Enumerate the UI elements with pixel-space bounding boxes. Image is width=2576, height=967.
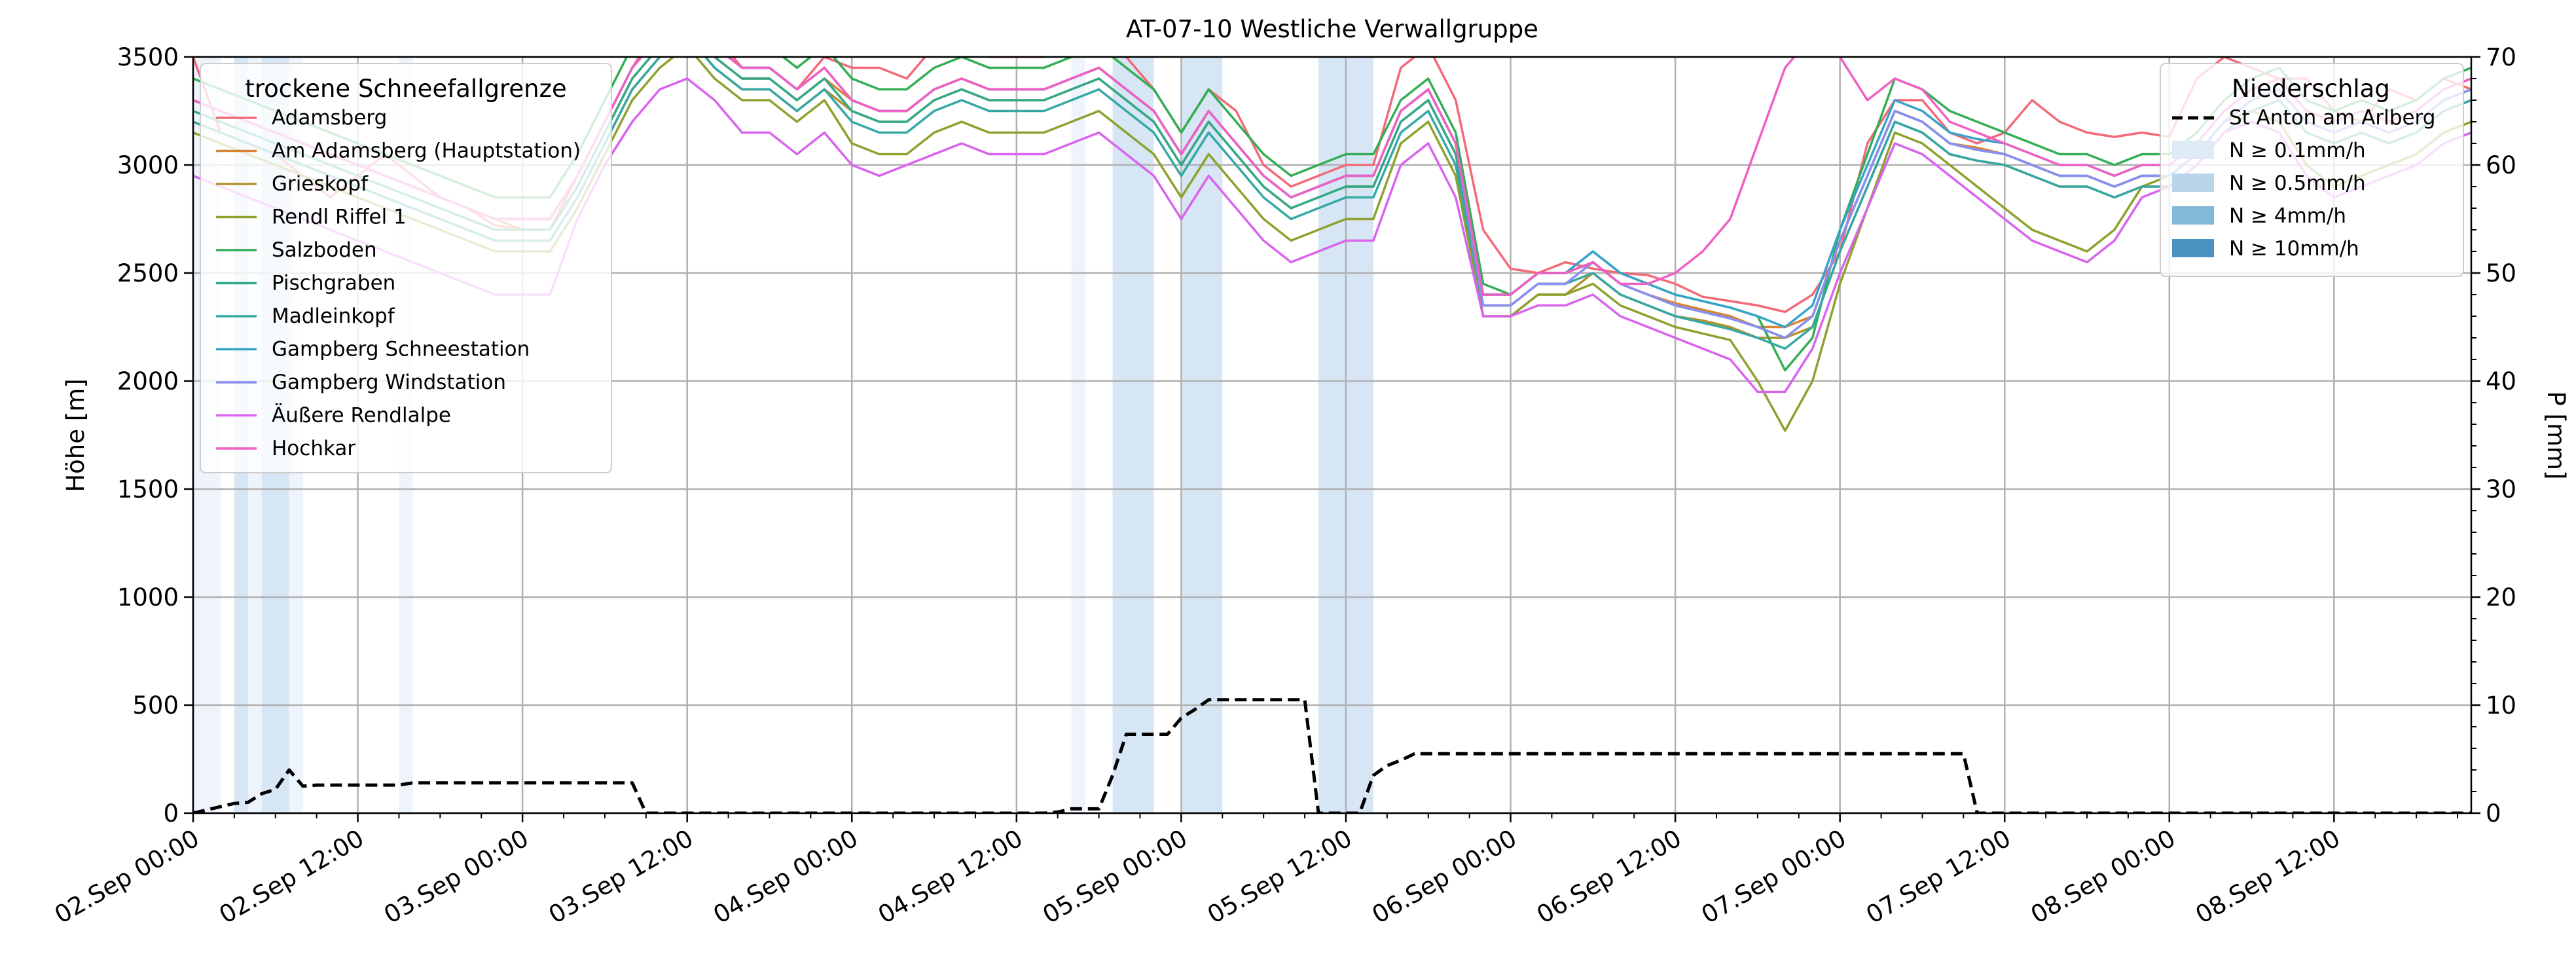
y-tick-label: 3500 [117, 43, 179, 71]
legend-entry-label: N ≥ 10mm/h [2229, 237, 2359, 261]
x-tick-label: 05.Sep 00:00 [1038, 824, 1192, 930]
legend-swatch [2172, 206, 2214, 225]
legend-entry-label: Gampberg Schneestation [272, 338, 530, 361]
legend-entry-label: N ≥ 0.1mm/h [2229, 139, 2366, 162]
precip-band [1112, 57, 1154, 813]
precipitation-line [193, 698, 2471, 813]
y-axis-label-right: P [mm] [2542, 391, 2570, 479]
x-tick-label: 04.Sep 00:00 [708, 824, 862, 930]
x-tick-label: 08.Sep 12:00 [2190, 824, 2344, 930]
legend-precipitation-title: Niederschlag [2232, 75, 2390, 103]
legend-entry-label: Madleinkopf [272, 304, 395, 328]
legend-entry-label: Äußere Rendlalpe [272, 404, 451, 428]
x-tick-label: 02.Sep 00:00 [50, 824, 204, 930]
y-tick-label-right: 70 [2486, 43, 2516, 71]
x-tick-label: 03.Sep 00:00 [379, 824, 533, 930]
y-tick-label-right: 40 [2486, 367, 2516, 395]
legend-entry-label: Gampberg Windstation [272, 371, 506, 394]
x-tick-label: 02.Sep 12:00 [215, 824, 369, 930]
y-tick-label-right: 0 [2486, 799, 2501, 828]
legend-entry-label: Salzboden [272, 238, 377, 262]
y-tick-label-right: 30 [2486, 475, 2516, 503]
legend-swatch [2172, 239, 2214, 257]
precip-band [1181, 57, 1223, 813]
plot-frame [192, 56, 2473, 814]
legend-entry-label: Grieskopf [272, 172, 369, 196]
y-tick-label: 1000 [117, 583, 179, 611]
legend-swatch [2172, 173, 2214, 192]
legend-snowline-box [200, 63, 612, 473]
legend-entry-label: N ≥ 4mm/h [2229, 204, 2346, 228]
x-tick-label: 08.Sep 00:00 [2026, 824, 2180, 930]
y-tick-label: 3000 [117, 151, 179, 179]
legend-entry-label: St Anton am Arlberg [2229, 106, 2435, 130]
y-tick-label-right: 10 [2486, 691, 2516, 720]
x-tick-label: 07.Sep 12:00 [1861, 824, 2015, 930]
y-tick-label-right: 60 [2486, 151, 2516, 179]
y-tick-label: 0 [163, 799, 179, 828]
x-tick-label: 06.Sep 00:00 [1368, 824, 1521, 930]
legend-snowline-title: trockene Schneefallgrenze [245, 75, 567, 103]
y-tick-label: 2000 [117, 367, 179, 395]
legend-entry-label: Adamsberg [272, 106, 387, 130]
legend-entry-label: Rendl Riffel 1 [272, 206, 407, 229]
y-tick-label: 500 [132, 691, 179, 720]
x-tick-label: 05.Sep 12:00 [1203, 824, 1356, 930]
x-tick-label: 03.Sep 12:00 [544, 824, 698, 930]
legend-precipitation-box [2160, 63, 2464, 277]
y-tick-label: 1500 [117, 475, 179, 503]
y-tick-label-right: 20 [2486, 583, 2516, 611]
legend-swatch [2172, 141, 2214, 159]
x-tick-label: 04.Sep 12:00 [873, 824, 1027, 930]
x-tick-label: 06.Sep 12:00 [1532, 824, 1686, 930]
chart-title: AT-07-10 Westliche Verwallgruppe [1126, 15, 1538, 43]
y-tick-label: 2500 [117, 259, 179, 287]
legend-snowline: trockene Schneefallgrenze Adamsberg Am Ad… [200, 63, 612, 473]
legend-entry-label: Pischgraben [272, 272, 395, 295]
legend-entry-label: N ≥ 0.5mm/h [2229, 172, 2366, 195]
x-tick-label: 07.Sep 00:00 [1697, 824, 1851, 930]
legend-entry-label: Am Adamsberg (Hauptstation) [272, 139, 581, 163]
y-tick-label-right: 50 [2486, 259, 2516, 287]
legend-precipitation: Niederschlag St Anton am Arlberg N ≥ 0.1m… [2160, 63, 2464, 277]
precipitation-series-line [193, 698, 2471, 813]
y-axis-label: Höhe [m] [62, 378, 90, 492]
precip-band [1071, 57, 1085, 813]
legend-entry-label: Hochkar [272, 437, 355, 460]
